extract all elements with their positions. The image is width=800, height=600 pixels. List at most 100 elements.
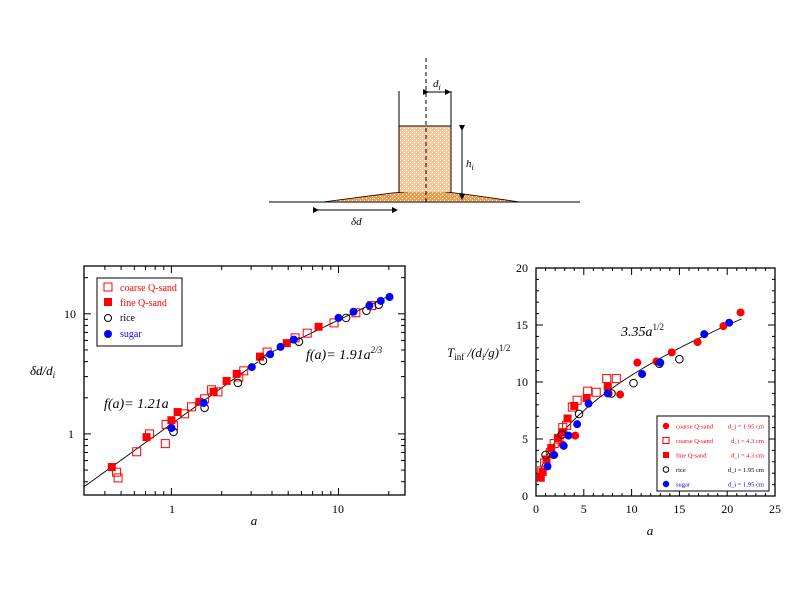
radius-label: di <box>433 78 441 92</box>
x-tick-label: 20 <box>721 502 733 516</box>
data-point-filled-circle <box>385 292 394 301</box>
data-point-filled-circle <box>550 450 559 459</box>
legend-size-label: d_i = 1.95 cm <box>728 482 764 489</box>
x-tick-label: 15 <box>673 502 685 516</box>
data-point-filled-square <box>536 473 545 482</box>
data-point-filled-circle <box>638 370 647 379</box>
legend-box <box>656 415 770 492</box>
silo-sand-column <box>399 126 451 192</box>
data-point-open-square <box>591 387 601 397</box>
data-point-filled-circle <box>603 389 612 398</box>
spread-vs-a-chart: 1 10 1 10 a δd/di f(a)= 1.21a f(a)= 1.91… <box>30 265 406 528</box>
data-point-filled-square <box>173 408 182 417</box>
data-point-filled-circle <box>247 363 256 372</box>
plot-frame <box>83 265 406 496</box>
data-point-filled-square <box>209 387 218 396</box>
data-point-filled-square <box>222 376 231 385</box>
x-axis-label: a <box>251 513 258 528</box>
data-point-open-square <box>113 473 123 483</box>
data-point-open-square <box>583 386 593 396</box>
data-point-open-square <box>160 439 170 449</box>
data-point-filled-circle <box>276 342 285 351</box>
data-point-filled-square <box>142 433 151 442</box>
data-point-filled-circle <box>656 358 665 367</box>
data-point-filled-circle <box>559 441 568 450</box>
legend-label: rice <box>120 313 136 324</box>
data-point-filled-circle <box>700 330 709 339</box>
data-point-open-square <box>132 447 142 457</box>
data-point-open-square <box>329 318 339 328</box>
legend-marker-open-square <box>103 282 113 292</box>
data-point-open-square <box>302 328 312 338</box>
data-point-filled-circle <box>616 390 625 399</box>
data-point-filled-square <box>107 463 116 472</box>
legend: coarse Q-sand fine Q-sand rice sugar <box>96 277 183 347</box>
y-tick-label: 20 <box>516 261 528 275</box>
data-point-open-square <box>187 402 197 412</box>
data-point-filled-circle <box>693 338 702 347</box>
data-point-filled-square <box>553 433 562 442</box>
data-point-filled-circle <box>167 423 176 432</box>
x-tick-label: 5 <box>581 502 587 516</box>
data-point-open-circle <box>574 409 584 419</box>
data-point-filled-circle <box>571 431 580 440</box>
data-point-filled-square <box>232 369 241 378</box>
data-point-filled-square <box>558 428 567 437</box>
data-point-filled-circle <box>365 301 374 310</box>
data-point-filled-square <box>603 382 612 391</box>
data-point-filled-square <box>195 397 204 406</box>
data-point-filled-square <box>563 414 572 423</box>
height-label: hi <box>466 158 474 172</box>
legend-label: coarse Q-sand <box>120 283 177 294</box>
data-point-open-circle <box>258 356 268 366</box>
data-point-filled-circle <box>633 358 642 367</box>
fit-label: 3.35a1/2 <box>620 322 664 340</box>
data-point-filled-circle <box>289 335 298 344</box>
data-point-open-circle <box>233 378 243 388</box>
legend-size-label: d_i = 1.95 cm <box>728 467 764 474</box>
legend-marker-open-circle <box>662 466 670 473</box>
data-point-filled-square <box>282 339 291 348</box>
legend-label: coarse Q-sand <box>676 424 714 431</box>
data-point-filled-circle <box>266 350 275 359</box>
data-point-filled-square <box>314 322 323 331</box>
data-point-filled-square <box>547 444 556 453</box>
x-axis-label: a <box>647 523 654 538</box>
legend-label: coarse Q-sand <box>676 438 714 445</box>
data-point-filled-circle <box>573 420 582 429</box>
legend-marker-filled-square <box>104 298 112 306</box>
legend-marker-filled-circle <box>662 480 670 488</box>
data-point-filled-square <box>570 401 579 410</box>
legend-size-label: d_i = 4.3 cm <box>731 453 764 460</box>
y-tick-label: 10 <box>64 307 76 321</box>
y-tick-label: 0 <box>522 489 528 503</box>
data-point-filled-circle <box>564 431 573 440</box>
legend-marker-filled-circle <box>662 422 670 430</box>
y-axis-label: δd/di <box>30 363 56 380</box>
data-point-open-square <box>602 374 612 384</box>
legend-marker-open-circle <box>104 314 112 322</box>
legend-marker-open-square <box>662 437 670 444</box>
legend-label: sugar <box>676 482 691 489</box>
data-point-open-circle <box>541 450 550 460</box>
data-point-filled-circle <box>725 318 734 327</box>
spread-label: δd <box>351 216 362 228</box>
y-tick-label: 5 <box>522 432 528 446</box>
legend-size-label: d_i = 4.3 cm <box>731 438 764 445</box>
legend-marker-filled-circle <box>104 330 112 338</box>
legend-label: sugar <box>120 329 142 340</box>
data-point-filled-circle <box>667 348 676 357</box>
legend-label: fine Q-sand <box>120 298 167 309</box>
data-point-filled-square <box>167 416 176 425</box>
data-point-filled-circle <box>584 399 593 408</box>
legend-marker-filled-square <box>663 452 669 458</box>
y-tick-label: 15 <box>516 318 528 332</box>
x-tick-label: 0 <box>533 502 539 516</box>
fit-label-power: f(a)= 1.91a2/3 <box>306 345 383 363</box>
x-tick-label: 10 <box>332 502 344 516</box>
y-tick-label: 10 <box>516 375 528 389</box>
data-point-filled-circle <box>199 398 208 407</box>
silo-diagram: di hi δd <box>269 58 580 228</box>
data-point-filled-circle <box>349 307 358 316</box>
